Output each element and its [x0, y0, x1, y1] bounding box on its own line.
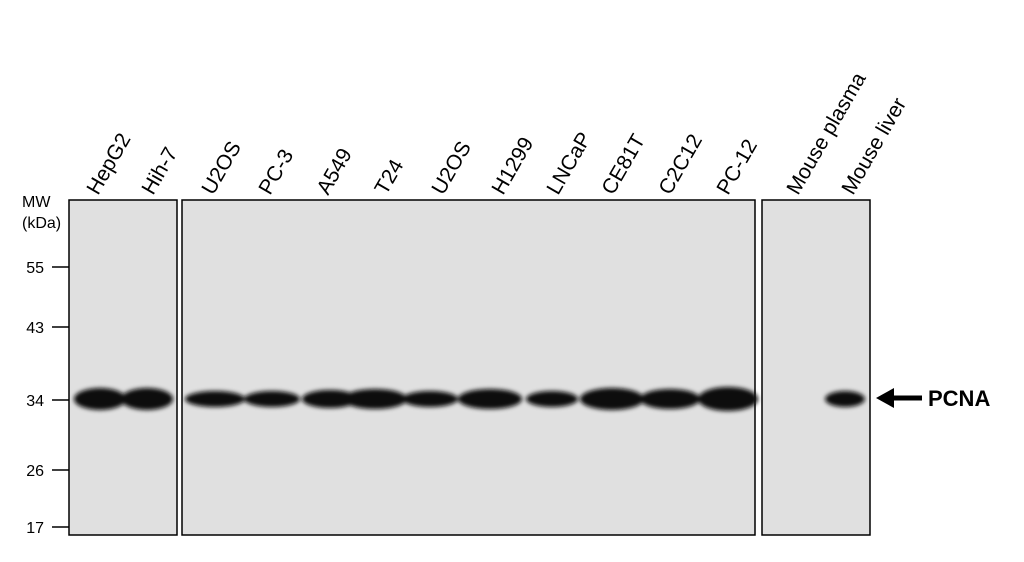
band: [698, 387, 758, 411]
band: [74, 388, 126, 410]
band: [244, 391, 300, 407]
membrane-panel: [181, 199, 756, 536]
band: [825, 391, 865, 407]
lane-label: HepG2: [82, 129, 135, 198]
mw-label: MW: [22, 194, 51, 211]
arrow-head: [876, 388, 894, 408]
mw-unit: (kDa): [22, 215, 61, 232]
band: [580, 388, 644, 410]
band: [526, 391, 578, 407]
band: [458, 389, 522, 409]
band-label: PCNA: [928, 386, 990, 411]
band: [343, 389, 407, 409]
lane-labels: HepG2 Hih-7 U2OS PC-3 A549 T24 U2OS H1299 LNCaP C…: [82, 68, 911, 198]
lane-label: C2C12: [654, 130, 707, 198]
lane-label: PC-3: [254, 146, 298, 199]
band: [640, 389, 700, 409]
band: [121, 388, 173, 410]
mw-marker-label: 43: [26, 320, 44, 337]
lane-label: PC-12: [712, 135, 762, 198]
mw-marker-label: 17: [26, 520, 44, 537]
lane-label: U2OS: [427, 137, 476, 198]
band: [302, 390, 358, 408]
bands: [74, 387, 865, 411]
band: [402, 391, 458, 407]
lane-label: Hih-7: [137, 144, 182, 199]
lane-label: U2OS: [197, 137, 246, 198]
mw-marker-label: 26: [26, 463, 44, 480]
band: [185, 391, 245, 407]
lane-label: H1299: [487, 133, 538, 198]
lane-label: LNCaP: [542, 128, 596, 198]
membrane-panel: [68, 199, 178, 536]
lane-label: A549: [312, 145, 356, 199]
membrane-panel: [761, 199, 871, 536]
lane-label: CE81T: [597, 130, 650, 198]
mw-marker-label: 34: [26, 393, 44, 410]
lane-label: T24: [370, 155, 408, 198]
mw-markers: 55 43 34 26 17: [26, 260, 69, 537]
mw-marker-label: 55: [26, 260, 44, 277]
